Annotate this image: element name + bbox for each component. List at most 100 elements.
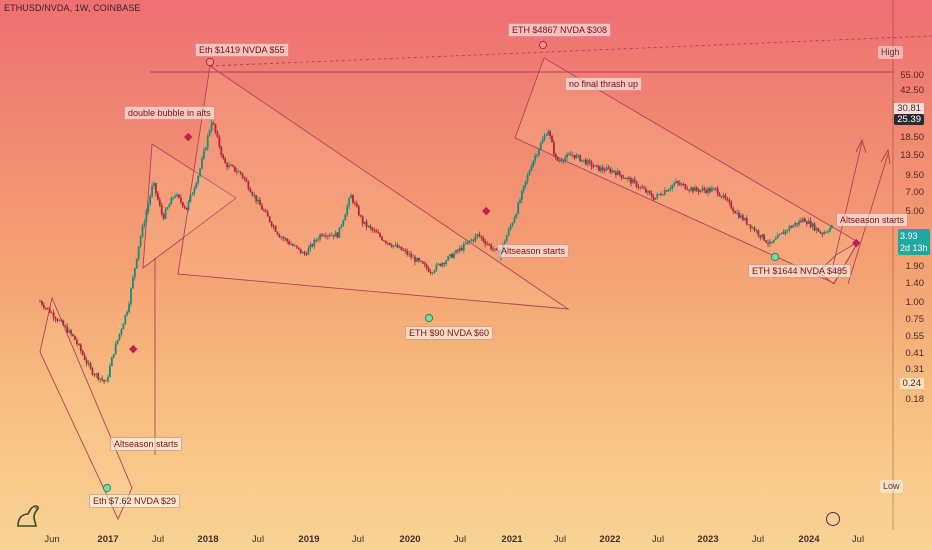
candle-body [757,230,760,236]
upper-trendline [209,35,932,67]
annotation-label: Altseason starts [497,244,570,258]
candle-body [245,179,248,182]
candle-body [66,326,69,333]
candle-body [660,194,662,196]
candle-body [624,178,627,179]
candle-body [802,218,804,222]
candle-body [547,131,550,136]
annotation-label: no final thrash up [565,77,643,91]
bottom-marker [770,252,780,262]
candle-body [74,335,76,340]
candle-body [720,196,723,198]
candle-body [476,234,479,236]
candle-body [831,225,833,228]
x-tick-label: 2021 [501,534,523,545]
top-marker [538,40,548,50]
candle-body [237,171,240,173]
candle-body [769,241,771,244]
candle-body [635,181,638,187]
candle-body [743,218,746,220]
candle-body [135,258,138,269]
candle-body [749,224,752,229]
candle-body [103,379,106,382]
candle-body [745,218,748,225]
candle-body [99,378,102,380]
candle-body [344,214,347,221]
candle-body [690,187,692,191]
candle-body [663,190,666,195]
candle-body [648,191,651,194]
candle-body [388,242,391,246]
candle-body [76,339,78,344]
candle-body [416,258,418,262]
candle-body [601,167,604,171]
candle-body [778,234,781,236]
candle-body [303,252,306,255]
candle-body [410,253,413,258]
candle-body [447,256,450,261]
annotation-label: Altseason starts [110,437,183,451]
y-tick-label: 18.50 [900,131,924,143]
y-tick-label: 0.41 [905,347,925,359]
candle-body [58,320,61,322]
candle-body [671,184,674,189]
x-tick-label: Jun [44,534,60,545]
candle-body [162,214,165,219]
candle-body [709,188,711,192]
candle-body [195,183,198,189]
candle-body [658,194,661,195]
candle-body [390,245,393,247]
candle-body [199,168,201,176]
candle-body [445,260,448,264]
candle-body [367,225,370,227]
candle-body [626,177,629,179]
candle-body [77,343,80,345]
candle-body [414,256,416,262]
candle-body [688,189,691,191]
candle-body [352,195,354,203]
candle-body [107,376,109,381]
candle-body [798,220,800,225]
candle-body [324,235,327,237]
candle-body [765,240,768,243]
candle-body [400,246,403,251]
candle-body [665,190,668,192]
candle-body [786,229,789,231]
candle-body [590,161,593,167]
candle-body [596,165,599,166]
candle-body [375,230,378,233]
candle-body [309,244,312,249]
candle-body [549,131,552,136]
candle-body [710,188,713,192]
candle-body [699,190,702,192]
last-price-value: 3.93 [900,231,918,241]
candle-body [701,188,704,191]
candle-body [705,190,708,193]
candle-body [402,250,405,251]
candle-body [286,238,289,242]
y-tick-label: 42.50 [900,84,924,96]
candle-body [156,193,159,200]
candle-body [716,188,719,195]
candle-body [571,154,574,156]
arrow-head-2 [880,148,891,165]
candle-body [734,211,737,214]
channel-2016 [39,296,133,521]
candle-body [288,241,290,245]
candle-body [276,231,279,235]
candle-body [631,179,634,184]
candle-body [251,192,254,196]
candle-body [419,260,422,262]
candle-body [295,245,298,248]
candle-body [101,378,104,380]
candle-body [392,245,395,247]
flag-icon[interactable] [826,512,840,526]
candle-body [439,263,442,266]
candle-body [105,380,107,382]
candle-body [42,304,45,308]
candle-body [693,187,696,192]
candle-body [350,195,352,199]
candle-body [462,243,465,251]
candle-body [336,232,339,238]
